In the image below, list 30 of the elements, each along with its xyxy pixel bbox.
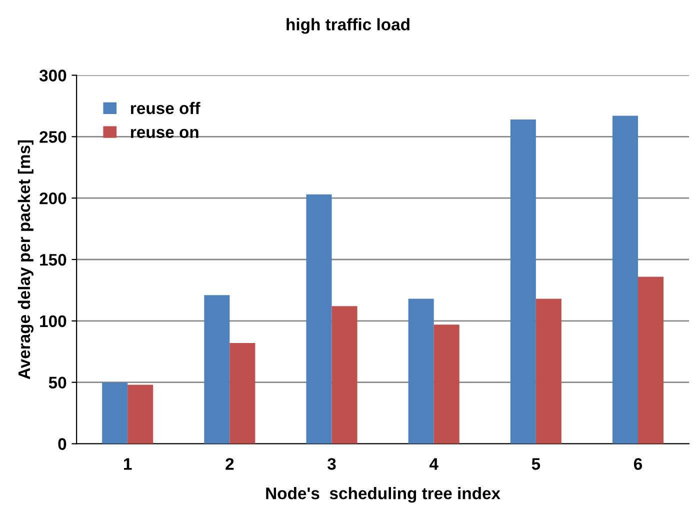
bar bbox=[638, 276, 664, 444]
x-tick-label: 4 bbox=[429, 458, 438, 470]
bar bbox=[408, 298, 434, 444]
bar bbox=[510, 119, 536, 444]
bar bbox=[612, 116, 638, 444]
bar bbox=[102, 382, 128, 444]
bar bbox=[128, 384, 154, 444]
bar bbox=[434, 324, 460, 444]
x-tick-label: 5 bbox=[532, 458, 540, 470]
bar bbox=[536, 298, 562, 444]
y-tick-label: 300 bbox=[39, 70, 66, 82]
y-tick-label: 200 bbox=[40, 192, 66, 204]
bar bbox=[230, 343, 256, 444]
x-tick-label: 2 bbox=[226, 458, 234, 470]
y-tick-label: 250 bbox=[40, 131, 66, 143]
bar bbox=[332, 306, 358, 444]
y-tick-label: 150 bbox=[40, 254, 66, 266]
y-axis-title: Average delay per packet [ms] bbox=[18, 140, 34, 380]
y-tick-label: 0 bbox=[58, 438, 66, 450]
x-axis-title: Node's scheduling tree index bbox=[266, 487, 500, 503]
legend-label: reuse off bbox=[130, 102, 200, 114]
y-tick-label: 100 bbox=[40, 315, 66, 328]
x-tick-label: 6 bbox=[634, 458, 642, 470]
bar bbox=[204, 295, 230, 444]
x-tick-label: 1 bbox=[124, 458, 132, 470]
bar bbox=[306, 194, 332, 444]
x-tick-label: 3 bbox=[328, 458, 336, 470]
legend-label: reuse on bbox=[130, 128, 198, 138]
chart-title: high traffic load bbox=[286, 18, 410, 34]
y-tick-label: 50 bbox=[48, 376, 66, 389]
